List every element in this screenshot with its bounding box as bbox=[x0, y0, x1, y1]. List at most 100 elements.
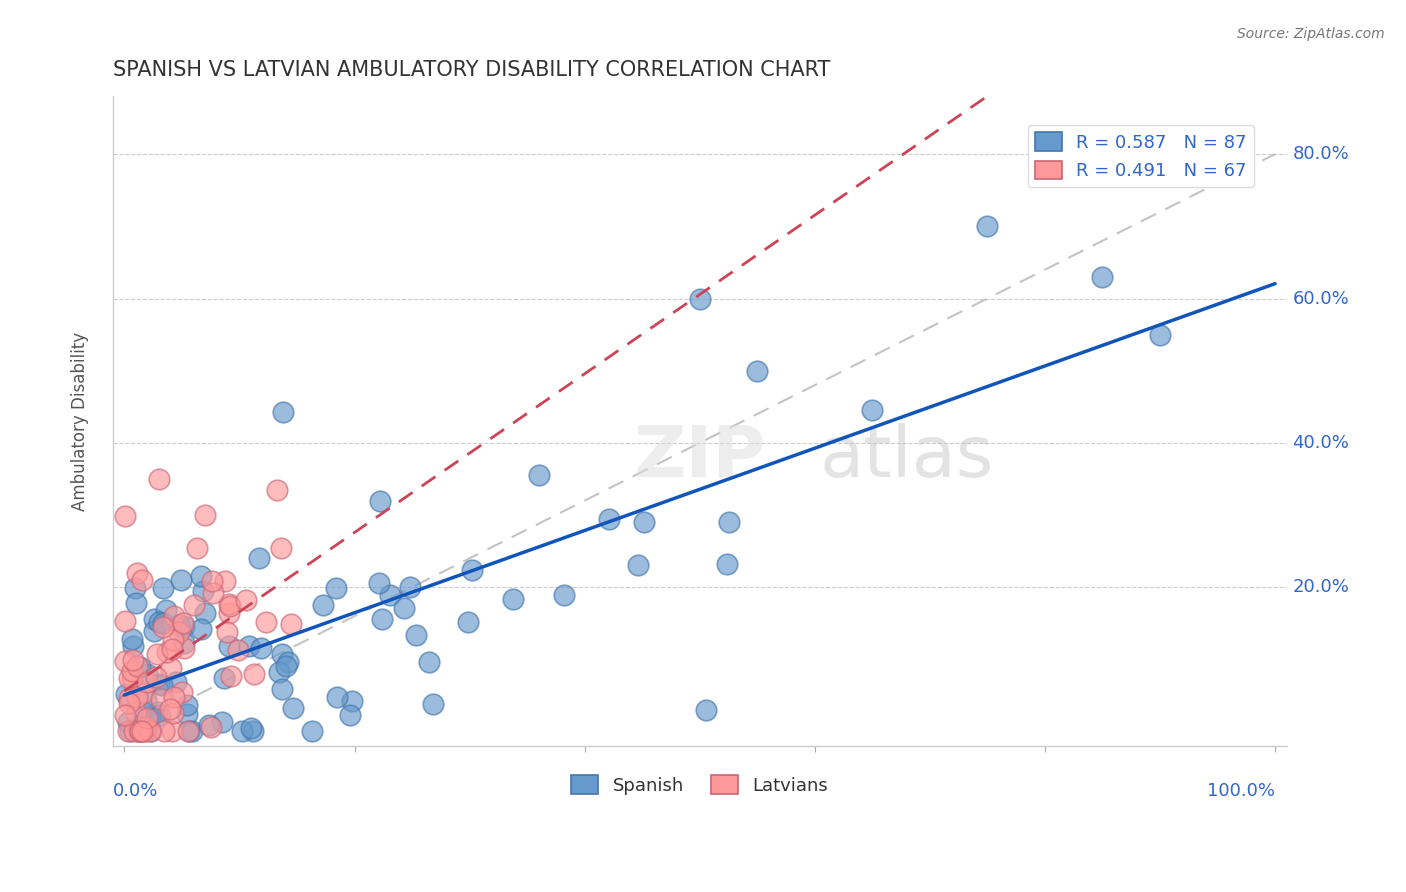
Spanish bbox=[418, 655, 440, 669]
Spanish bbox=[142, 624, 165, 638]
Latvians bbox=[117, 723, 139, 738]
Text: 100.0%: 100.0% bbox=[1208, 782, 1275, 800]
Latvians bbox=[128, 723, 150, 738]
Spanish bbox=[457, 615, 479, 629]
Latvians bbox=[114, 614, 136, 628]
Text: 0.0%: 0.0% bbox=[112, 782, 159, 800]
Latvians bbox=[125, 690, 148, 704]
Latvians bbox=[254, 615, 277, 629]
Spanish bbox=[271, 405, 294, 419]
Latvians bbox=[200, 720, 222, 734]
Spanish bbox=[176, 707, 198, 722]
Latvians bbox=[145, 647, 167, 661]
Spanish bbox=[368, 575, 391, 590]
Text: atlas: atlas bbox=[820, 423, 994, 491]
Spanish bbox=[250, 641, 273, 656]
Spanish bbox=[422, 697, 444, 711]
Spanish bbox=[124, 581, 146, 595]
Text: 20.0%: 20.0% bbox=[1292, 578, 1350, 596]
Latvians bbox=[186, 541, 208, 556]
Latvians bbox=[235, 592, 257, 607]
Latvians bbox=[162, 706, 184, 720]
Latvians bbox=[218, 599, 240, 614]
Spanish bbox=[862, 403, 884, 417]
Latvians bbox=[172, 616, 194, 631]
Spanish bbox=[689, 292, 711, 306]
Latvians bbox=[134, 723, 156, 738]
Latvians bbox=[114, 655, 136, 669]
Text: ZIP: ZIP bbox=[634, 423, 766, 491]
Latvians bbox=[159, 661, 181, 675]
Spanish bbox=[127, 719, 149, 733]
Latvians bbox=[270, 541, 292, 555]
Spanish bbox=[114, 688, 136, 702]
Latvians bbox=[167, 624, 190, 639]
Spanish bbox=[198, 718, 221, 732]
Latvians bbox=[173, 640, 195, 655]
Latvians bbox=[163, 690, 186, 705]
Latvians bbox=[219, 669, 242, 683]
Spanish bbox=[173, 636, 195, 650]
Latvians bbox=[201, 586, 224, 600]
Latvians bbox=[122, 653, 145, 667]
Latvians bbox=[156, 645, 179, 659]
Spanish bbox=[269, 665, 291, 679]
Spanish bbox=[460, 562, 482, 576]
Spanish bbox=[150, 678, 173, 692]
Spanish bbox=[211, 714, 233, 729]
Spanish bbox=[149, 708, 172, 723]
Spanish bbox=[553, 588, 575, 602]
Spanish bbox=[326, 690, 349, 705]
Spanish bbox=[142, 612, 165, 626]
Spanish bbox=[125, 596, 148, 610]
Spanish bbox=[368, 493, 391, 508]
Spanish bbox=[339, 707, 361, 722]
Latvians bbox=[176, 723, 198, 738]
Spanish bbox=[165, 674, 187, 689]
Spanish bbox=[218, 640, 240, 654]
Spanish bbox=[270, 682, 292, 697]
Y-axis label: Ambulatory Disability: Ambulatory Disability bbox=[72, 332, 89, 511]
Text: Source: ZipAtlas.com: Source: ZipAtlas.com bbox=[1237, 27, 1385, 41]
Spanish bbox=[718, 515, 741, 529]
Spanish bbox=[747, 364, 769, 378]
Latvians bbox=[162, 632, 184, 647]
Spanish bbox=[716, 557, 738, 571]
Latvians bbox=[160, 723, 183, 738]
Latvians bbox=[118, 671, 141, 685]
Spanish bbox=[598, 512, 620, 526]
Latvians bbox=[131, 723, 153, 738]
Spanish bbox=[121, 632, 143, 647]
Spanish bbox=[190, 569, 212, 583]
Latvians bbox=[170, 685, 193, 699]
Spanish bbox=[1091, 269, 1114, 284]
Spanish bbox=[152, 615, 174, 630]
Spanish bbox=[139, 711, 162, 725]
Latvians bbox=[135, 711, 157, 725]
Latvians bbox=[148, 472, 170, 486]
Spanish bbox=[120, 723, 142, 738]
Spanish bbox=[152, 581, 174, 595]
Text: SPANISH VS LATVIAN AMBULATORY DISABILITY CORRELATION CHART: SPANISH VS LATVIAN AMBULATORY DISABILITY… bbox=[112, 60, 830, 79]
Latvians bbox=[163, 608, 186, 623]
Spanish bbox=[340, 694, 363, 708]
Latvians bbox=[139, 723, 162, 738]
Spanish bbox=[633, 515, 655, 529]
Spanish bbox=[274, 659, 297, 673]
Spanish bbox=[121, 639, 143, 653]
Latvians bbox=[243, 667, 266, 681]
Latvians bbox=[131, 573, 153, 587]
Spanish bbox=[214, 671, 236, 685]
Spanish bbox=[378, 588, 401, 602]
Spanish bbox=[392, 600, 415, 615]
Spanish bbox=[177, 723, 200, 738]
Latvians bbox=[201, 574, 224, 589]
Latvians bbox=[127, 659, 149, 673]
Latvians bbox=[114, 707, 136, 722]
Spanish bbox=[371, 612, 394, 626]
Spanish bbox=[242, 723, 264, 738]
Latvians bbox=[160, 642, 183, 657]
Spanish bbox=[976, 219, 998, 234]
Spanish bbox=[173, 619, 195, 633]
Latvians bbox=[153, 723, 176, 738]
